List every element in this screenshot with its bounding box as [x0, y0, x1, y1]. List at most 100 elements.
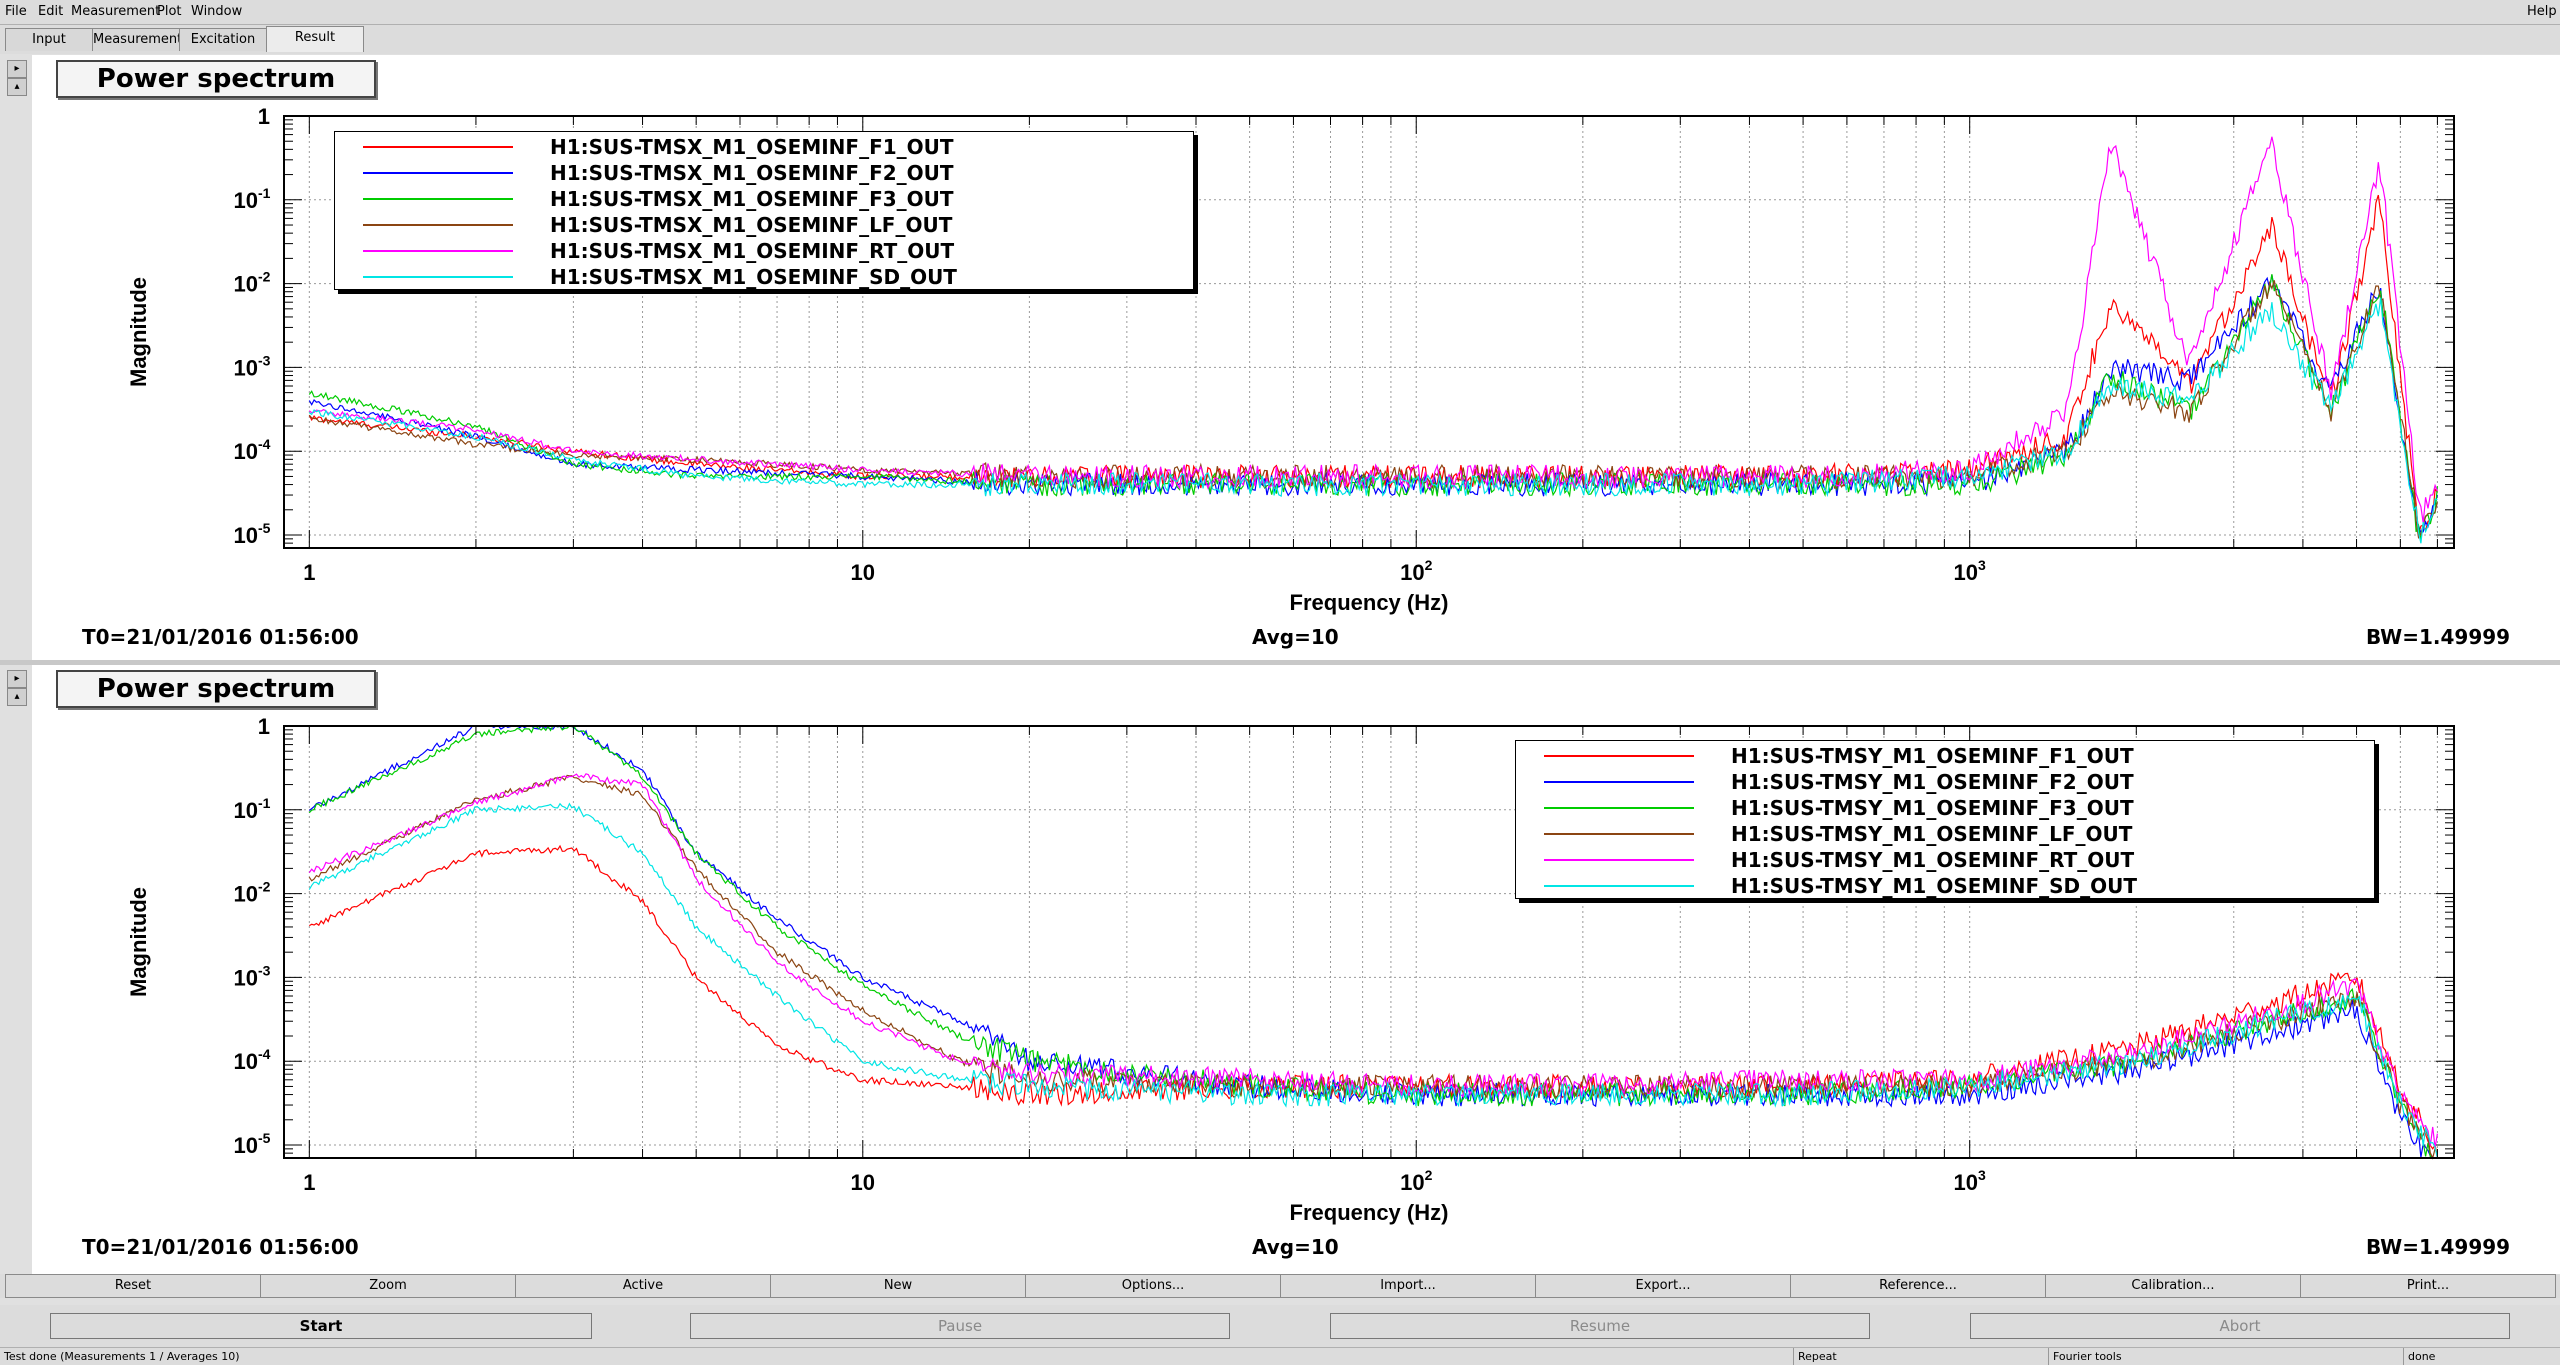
y-axis-label: Magnitude	[126, 277, 151, 387]
avg-label: Avg=10	[1252, 625, 1339, 649]
y-axis-label: Magnitude	[126, 887, 151, 997]
legend-label: H1:SUS-TMSX_M1_OSEMINF_F2_OUT	[550, 161, 954, 185]
legend-swatch	[1544, 781, 1694, 783]
x-tick-label: 102	[1400, 557, 1432, 585]
y-tick-exponent: -4	[258, 1046, 271, 1062]
y-tick-exponent: -4	[258, 436, 271, 452]
y-tick-label: 10	[234, 1049, 258, 1074]
calibration-button[interactable]: Calibration...	[2045, 1274, 2301, 1298]
menu-file[interactable]: File	[5, 4, 27, 19]
legend-label: H1:SUS-TMSY_M1_OSEMINF_F1_OUT	[1731, 744, 2134, 768]
menu-edit[interactable]: Edit	[38, 4, 64, 19]
menu-bar: File Edit Measurement Plot Window Help	[0, 0, 2560, 25]
tab-bar: Input Measurement Excitation Result	[0, 25, 2560, 54]
panel-splitter[interactable]	[0, 660, 2560, 665]
panel-title[interactable]: Power spectrum	[56, 670, 376, 708]
status-state: done	[2403, 1348, 2558, 1365]
legend-swatch	[1544, 833, 1694, 835]
resume-button[interactable]: Resume	[1330, 1313, 1870, 1339]
t0-label: T0=21/01/2016 01:56:00	[82, 625, 359, 649]
plot-panel-bottom: Power spectrum 1 10 102 103 1 10 -1 10 -2 10 -3 10-…	[32, 665, 2560, 1290]
menu-window[interactable]: Window	[191, 4, 243, 19]
legend-swatch	[1544, 859, 1694, 861]
legend-row: H1:SUS-TMSY_M1_OSEMINF_F3_OUT	[1516, 795, 2374, 821]
legend-label: H1:SUS-TMSY_M1_OSEMINF_F3_OUT	[1731, 796, 2134, 820]
legend-label: H1:SUS-TMSY_M1_OSEMINF_RT_OUT	[1731, 848, 2135, 872]
series-line	[308, 774, 2438, 1160]
abort-button[interactable]: Abort	[1970, 1313, 2510, 1339]
print-button[interactable]: Print...	[2300, 1274, 2556, 1298]
legend-swatch	[363, 224, 513, 226]
reference-button[interactable]: Reference...	[1790, 1274, 2046, 1298]
reset-button[interactable]: Reset	[5, 1274, 261, 1298]
new-button[interactable]: New	[770, 1274, 1026, 1298]
series-line	[308, 280, 2438, 540]
menu-help[interactable]: Help	[2527, 4, 2557, 19]
x-tick-label: 1	[303, 1170, 315, 1195]
avg-label: Avg=10	[1252, 1235, 1339, 1259]
y-tick-label: 10	[234, 188, 258, 213]
panel2-collapse-arrow-icon[interactable]: ▴	[7, 688, 27, 706]
legend-label: H1:SUS-TMSX_M1_OSEMINF_F1_OUT	[550, 135, 954, 159]
zoom-button[interactable]: Zoom	[260, 1274, 516, 1298]
legend-row: H1:SUS-TMSX_M1_OSEMINF_F3_OUT	[335, 186, 1193, 212]
legend-swatch	[363, 172, 513, 174]
tab-excitation[interactable]: Excitation	[179, 28, 267, 51]
legend-row: H1:SUS-TMSX_M1_OSEMINF_SD_OUT	[335, 264, 1193, 290]
x-tick-label: 1	[303, 560, 315, 585]
y-tick-label: 10	[234, 882, 258, 907]
export-button[interactable]: Export...	[1535, 1274, 1791, 1298]
import-button[interactable]: Import...	[1280, 1274, 1536, 1298]
chart-series	[308, 725, 2438, 1160]
legend-swatch	[363, 198, 513, 200]
plot-panel-top: Power spectrum 1 10 102 103 1 10 -1 10 -2 10 -3 10-…	[32, 55, 2560, 680]
legend-swatch	[1544, 807, 1694, 809]
legend-row: H1:SUS-TMSY_M1_OSEMINF_LF_OUT	[1516, 821, 2374, 847]
t0-label: T0=21/01/2016 01:56:00	[82, 1235, 359, 1259]
y-tick-label: 10	[234, 439, 258, 464]
menu-plot[interactable]: Plot	[157, 4, 182, 19]
y-tick-exponent: -3	[258, 352, 271, 368]
legend-label: H1:SUS-TMSY_M1_OSEMINF_LF_OUT	[1731, 822, 2133, 846]
tab-input[interactable]: Input	[5, 28, 93, 51]
series-line	[308, 194, 2438, 535]
legend-swatch	[363, 146, 513, 148]
panel1-expand-arrow-icon[interactable]: ▸	[7, 60, 27, 78]
status-message: Test done (Measurements 1 / Averages 10)	[4, 1350, 240, 1363]
series-line	[308, 297, 2438, 544]
legend-swatch	[1544, 755, 1694, 757]
panel1-collapse-arrow-icon[interactable]: ▴	[7, 78, 27, 96]
legend-bottom[interactable]: H1:SUS-TMSY_M1_OSEMINF_F1_OUT H1:SUS-TMS…	[1515, 740, 2375, 899]
pause-button[interactable]: Pause	[690, 1313, 1230, 1339]
options-button[interactable]: Options...	[1025, 1274, 1281, 1298]
legend-swatch	[1544, 885, 1694, 887]
y-tick-exponent: -2	[258, 879, 271, 895]
panel2-expand-arrow-icon[interactable]: ▸	[7, 670, 27, 688]
legend-label: H1:SUS-TMSY_M1_OSEMINF_F2_OUT	[1731, 770, 2134, 794]
y-tick-label: 10	[234, 355, 258, 380]
menu-measurement[interactable]: Measurement	[71, 4, 161, 19]
plot-frame	[283, 725, 2455, 1159]
active-button[interactable]: Active	[515, 1274, 771, 1298]
tab-result[interactable]: Result	[266, 26, 364, 52]
legend-row: H1:SUS-TMSX_M1_OSEMINF_LF_OUT	[335, 212, 1193, 238]
status-repeat: Repeat	[1793, 1348, 2048, 1365]
tab-measurement[interactable]: Measurement	[92, 28, 182, 51]
series-line	[309, 844, 2438, 1159]
plot-frame	[283, 115, 2455, 549]
panel-title[interactable]: Power spectrum	[56, 60, 376, 98]
legend-top[interactable]: H1:SUS-TMSX_M1_OSEMINF_F1_OUT H1:SUS-TMS…	[334, 131, 1194, 290]
y-tick-label: 10	[234, 965, 258, 990]
legend-row: H1:SUS-TMSX_M1_OSEMINF_RT_OUT	[335, 238, 1193, 264]
y-tick-label: 10	[234, 523, 258, 548]
x-tick-label: 103	[1954, 557, 1986, 585]
series-line	[308, 725, 2438, 1159]
legend-label: H1:SUS-TMSX_M1_OSEMINF_F3_OUT	[550, 187, 954, 211]
series-line	[308, 802, 2438, 1159]
legend-swatch	[363, 276, 513, 278]
y-tick-label: 1	[258, 714, 270, 739]
y-tick-exponent: -1	[258, 185, 271, 201]
start-button[interactable]: Start	[50, 1313, 592, 1339]
